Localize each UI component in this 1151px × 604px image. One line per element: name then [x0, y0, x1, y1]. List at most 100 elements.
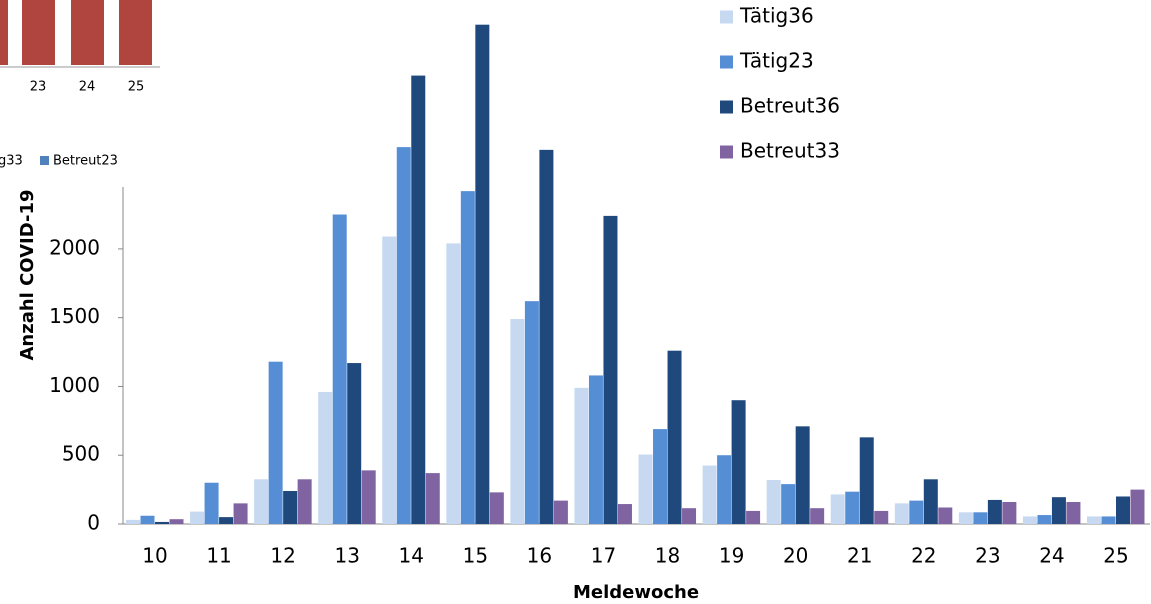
bar [553, 500, 568, 524]
bar [510, 319, 525, 524]
bar [361, 470, 376, 524]
bar [169, 519, 184, 524]
fragment-legend-swatch [40, 156, 49, 165]
legend-swatch [720, 100, 733, 114]
bar [1130, 489, 1145, 524]
bar [909, 500, 924, 524]
bar [489, 492, 504, 524]
bar [731, 400, 746, 524]
fragment-chart: 23 24 25 g33 Betreut23 [0, 0, 160, 169]
legend-label: Tätig36 [739, 4, 814, 28]
y-tick-label: 0 [87, 511, 100, 535]
bar [382, 236, 397, 524]
bar [682, 508, 697, 524]
bar [126, 519, 140, 524]
bar [190, 511, 205, 524]
x-tick-label: 12 [270, 544, 295, 568]
x-tick-label: 13 [334, 544, 359, 568]
legend-swatch [720, 10, 733, 24]
x-tick-label: 20 [783, 544, 808, 568]
bar [254, 479, 269, 524]
x-tick-label: 24 [1039, 544, 1064, 568]
legend-label: Betreut36 [740, 94, 840, 118]
fragment-label: 23 [30, 80, 47, 95]
bar [781, 484, 796, 524]
bar [667, 350, 682, 524]
bar [219, 517, 234, 524]
bar [155, 521, 169, 524]
bar [958, 512, 973, 524]
bar [938, 507, 953, 524]
bar [617, 504, 632, 524]
x-tick-label: 15 [463, 544, 488, 568]
bar [653, 429, 668, 524]
bar [1087, 516, 1101, 524]
fragment-bar [22, 0, 55, 65]
bar [987, 499, 1002, 524]
x-tick-label: 25 [1103, 544, 1128, 568]
bar [539, 149, 554, 525]
bar [588, 375, 603, 524]
bar [717, 455, 732, 524]
bar [425, 473, 440, 524]
bar [746, 510, 761, 524]
bar [923, 479, 938, 524]
fragment-bar [119, 0, 152, 65]
bar [233, 503, 248, 524]
bar [1066, 501, 1081, 524]
fragment-bar [0, 0, 8, 65]
y-tick-label: 1500 [49, 304, 100, 328]
y-axis-title: Anzahl COVID-19 [17, 189, 38, 360]
bar [845, 491, 860, 524]
legend-swatch [720, 145, 733, 159]
bar [1002, 501, 1017, 524]
bar [446, 243, 461, 524]
bar [810, 508, 825, 524]
legend-label: Betreut33 [740, 139, 840, 163]
bar [766, 479, 781, 524]
y-tick-label: 1000 [49, 373, 100, 397]
x-tick-label: 10 [142, 544, 167, 568]
x-tick-label: 18 [655, 544, 680, 568]
x-tick-label: 14 [399, 544, 424, 568]
x-tick-label: 21 [847, 544, 872, 568]
bar [894, 503, 909, 524]
bar [638, 454, 653, 524]
bar [204, 482, 219, 524]
bar [411, 75, 426, 524]
fragment-legend: g33 [0, 154, 23, 169]
bar [574, 387, 589, 524]
x-axis-title: Meldewoche [573, 582, 699, 603]
bar [332, 214, 347, 525]
bar [524, 301, 539, 524]
bar [702, 465, 717, 524]
legend-label: Tätig23 [739, 49, 814, 73]
bar [1022, 516, 1037, 524]
bar [1037, 515, 1052, 524]
bar [1051, 497, 1066, 524]
x-tick-label: 11 [206, 544, 231, 568]
bar [318, 391, 333, 524]
bar [830, 494, 845, 524]
x-tick-label: 22 [911, 544, 936, 568]
bar [475, 24, 490, 525]
fragment-bar [71, 0, 104, 65]
bar [297, 479, 312, 524]
bar [859, 437, 874, 524]
fragment-legend: Betreut23 [53, 154, 118, 169]
x-tick-label: 23 [975, 544, 1000, 568]
x-tick-label: 16 [527, 544, 552, 568]
x-tick-label: 19 [719, 544, 744, 568]
bar [140, 515, 155, 524]
bar [268, 361, 283, 524]
fragment-label: 24 [79, 80, 96, 95]
y-tick-label: 2000 [49, 235, 100, 259]
y-tick-label: 500 [62, 442, 100, 466]
bar [973, 512, 988, 524]
bar [1101, 516, 1116, 524]
bar [396, 147, 411, 524]
bar [874, 510, 889, 524]
legend-swatch [720, 55, 733, 69]
bar [347, 363, 362, 524]
